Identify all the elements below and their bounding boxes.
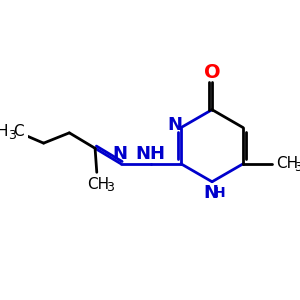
Text: N: N — [167, 116, 182, 134]
Text: O: O — [204, 63, 220, 82]
Text: 3: 3 — [106, 181, 114, 194]
Text: NH: NH — [135, 145, 165, 163]
Text: 3: 3 — [294, 161, 300, 174]
Text: N: N — [112, 145, 128, 163]
Text: H: H — [214, 186, 226, 200]
Text: CH: CH — [276, 156, 298, 171]
Text: C: C — [14, 124, 24, 140]
Text: CH: CH — [87, 177, 110, 192]
Text: N: N — [204, 184, 219, 202]
Text: 3: 3 — [8, 129, 16, 142]
Text: H: H — [0, 124, 8, 140]
